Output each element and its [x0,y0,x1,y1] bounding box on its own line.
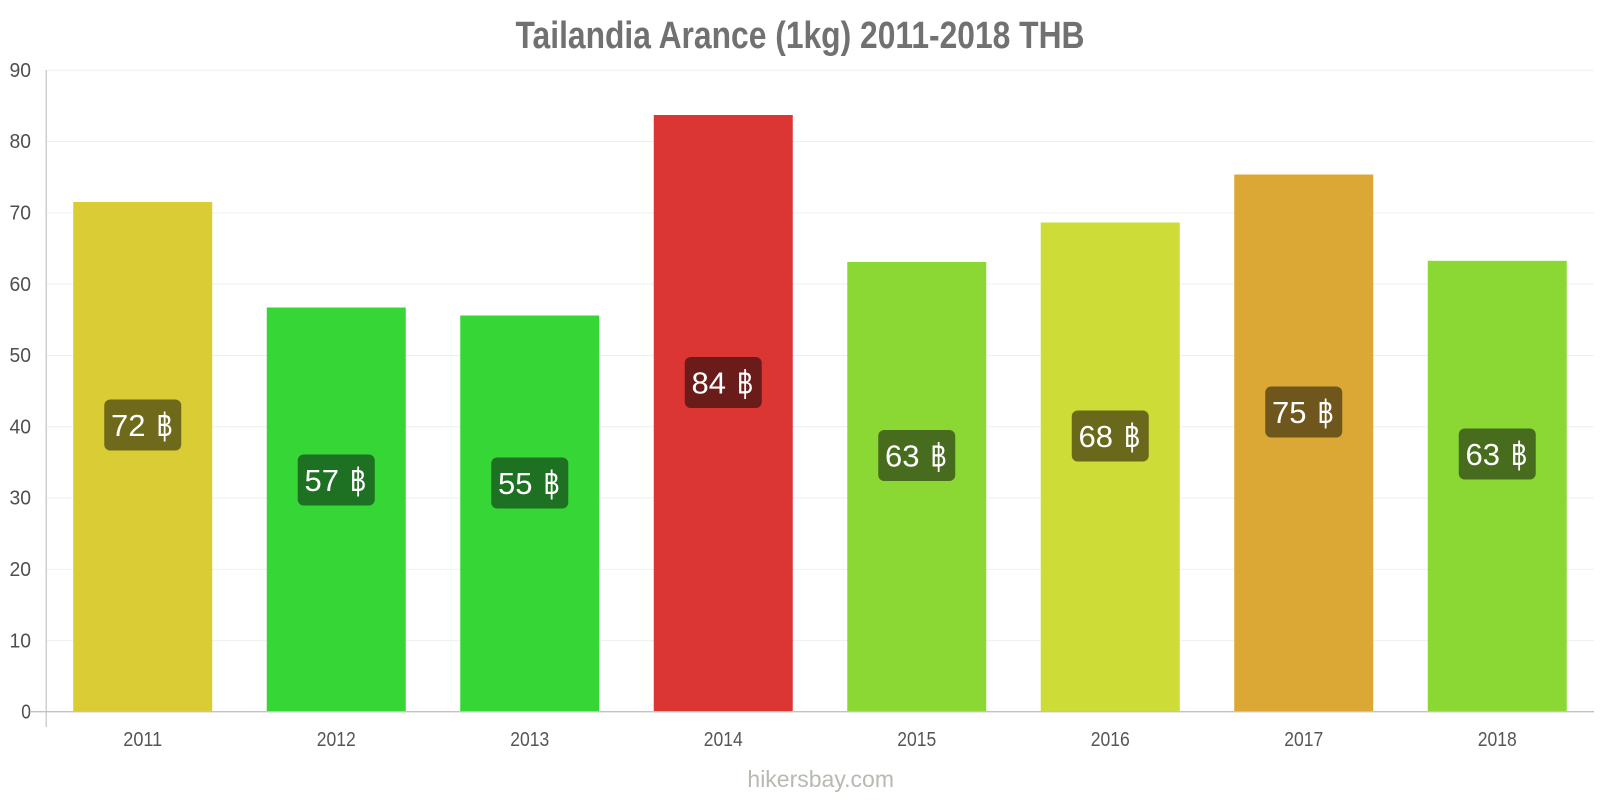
svg-text:84: 84 [692,366,726,401]
svg-text:70: 70 [10,203,32,225]
svg-text:20: 20 [10,559,32,581]
svg-text:2014: 2014 [704,729,743,751]
svg-text:68: 68 [1079,419,1113,454]
svg-text:60: 60 [10,274,32,296]
svg-text:40: 40 [10,416,32,438]
svg-text:90: 90 [10,60,32,82]
svg-text:10: 10 [10,630,32,652]
svg-text:2012: 2012 [317,729,356,751]
svg-text:80: 80 [10,131,32,153]
svg-text:50: 50 [10,345,32,367]
svg-text:Tailandia Arance (1kg) 2011-20: Tailandia Arance (1kg) 2011-2018 THB [516,15,1085,57]
svg-text:2013: 2013 [510,729,549,751]
svg-text:75: 75 [1272,395,1306,430]
svg-text:2018: 2018 [1478,729,1517,751]
svg-text:2017: 2017 [1284,729,1323,751]
svg-text:72: 72 [111,408,145,443]
svg-text:30: 30 [10,488,32,510]
svg-text:63: 63 [885,439,919,474]
svg-text:63: 63 [1466,437,1500,472]
svg-text:57: 57 [305,463,339,498]
svg-text:0: 0 [21,702,31,724]
svg-text:2015: 2015 [897,729,936,751]
svg-text:2011: 2011 [123,729,162,751]
svg-text:hikersbay.com: hikersbay.com [747,766,894,792]
svg-text:55: 55 [498,466,532,501]
svg-text:2016: 2016 [1091,729,1130,751]
